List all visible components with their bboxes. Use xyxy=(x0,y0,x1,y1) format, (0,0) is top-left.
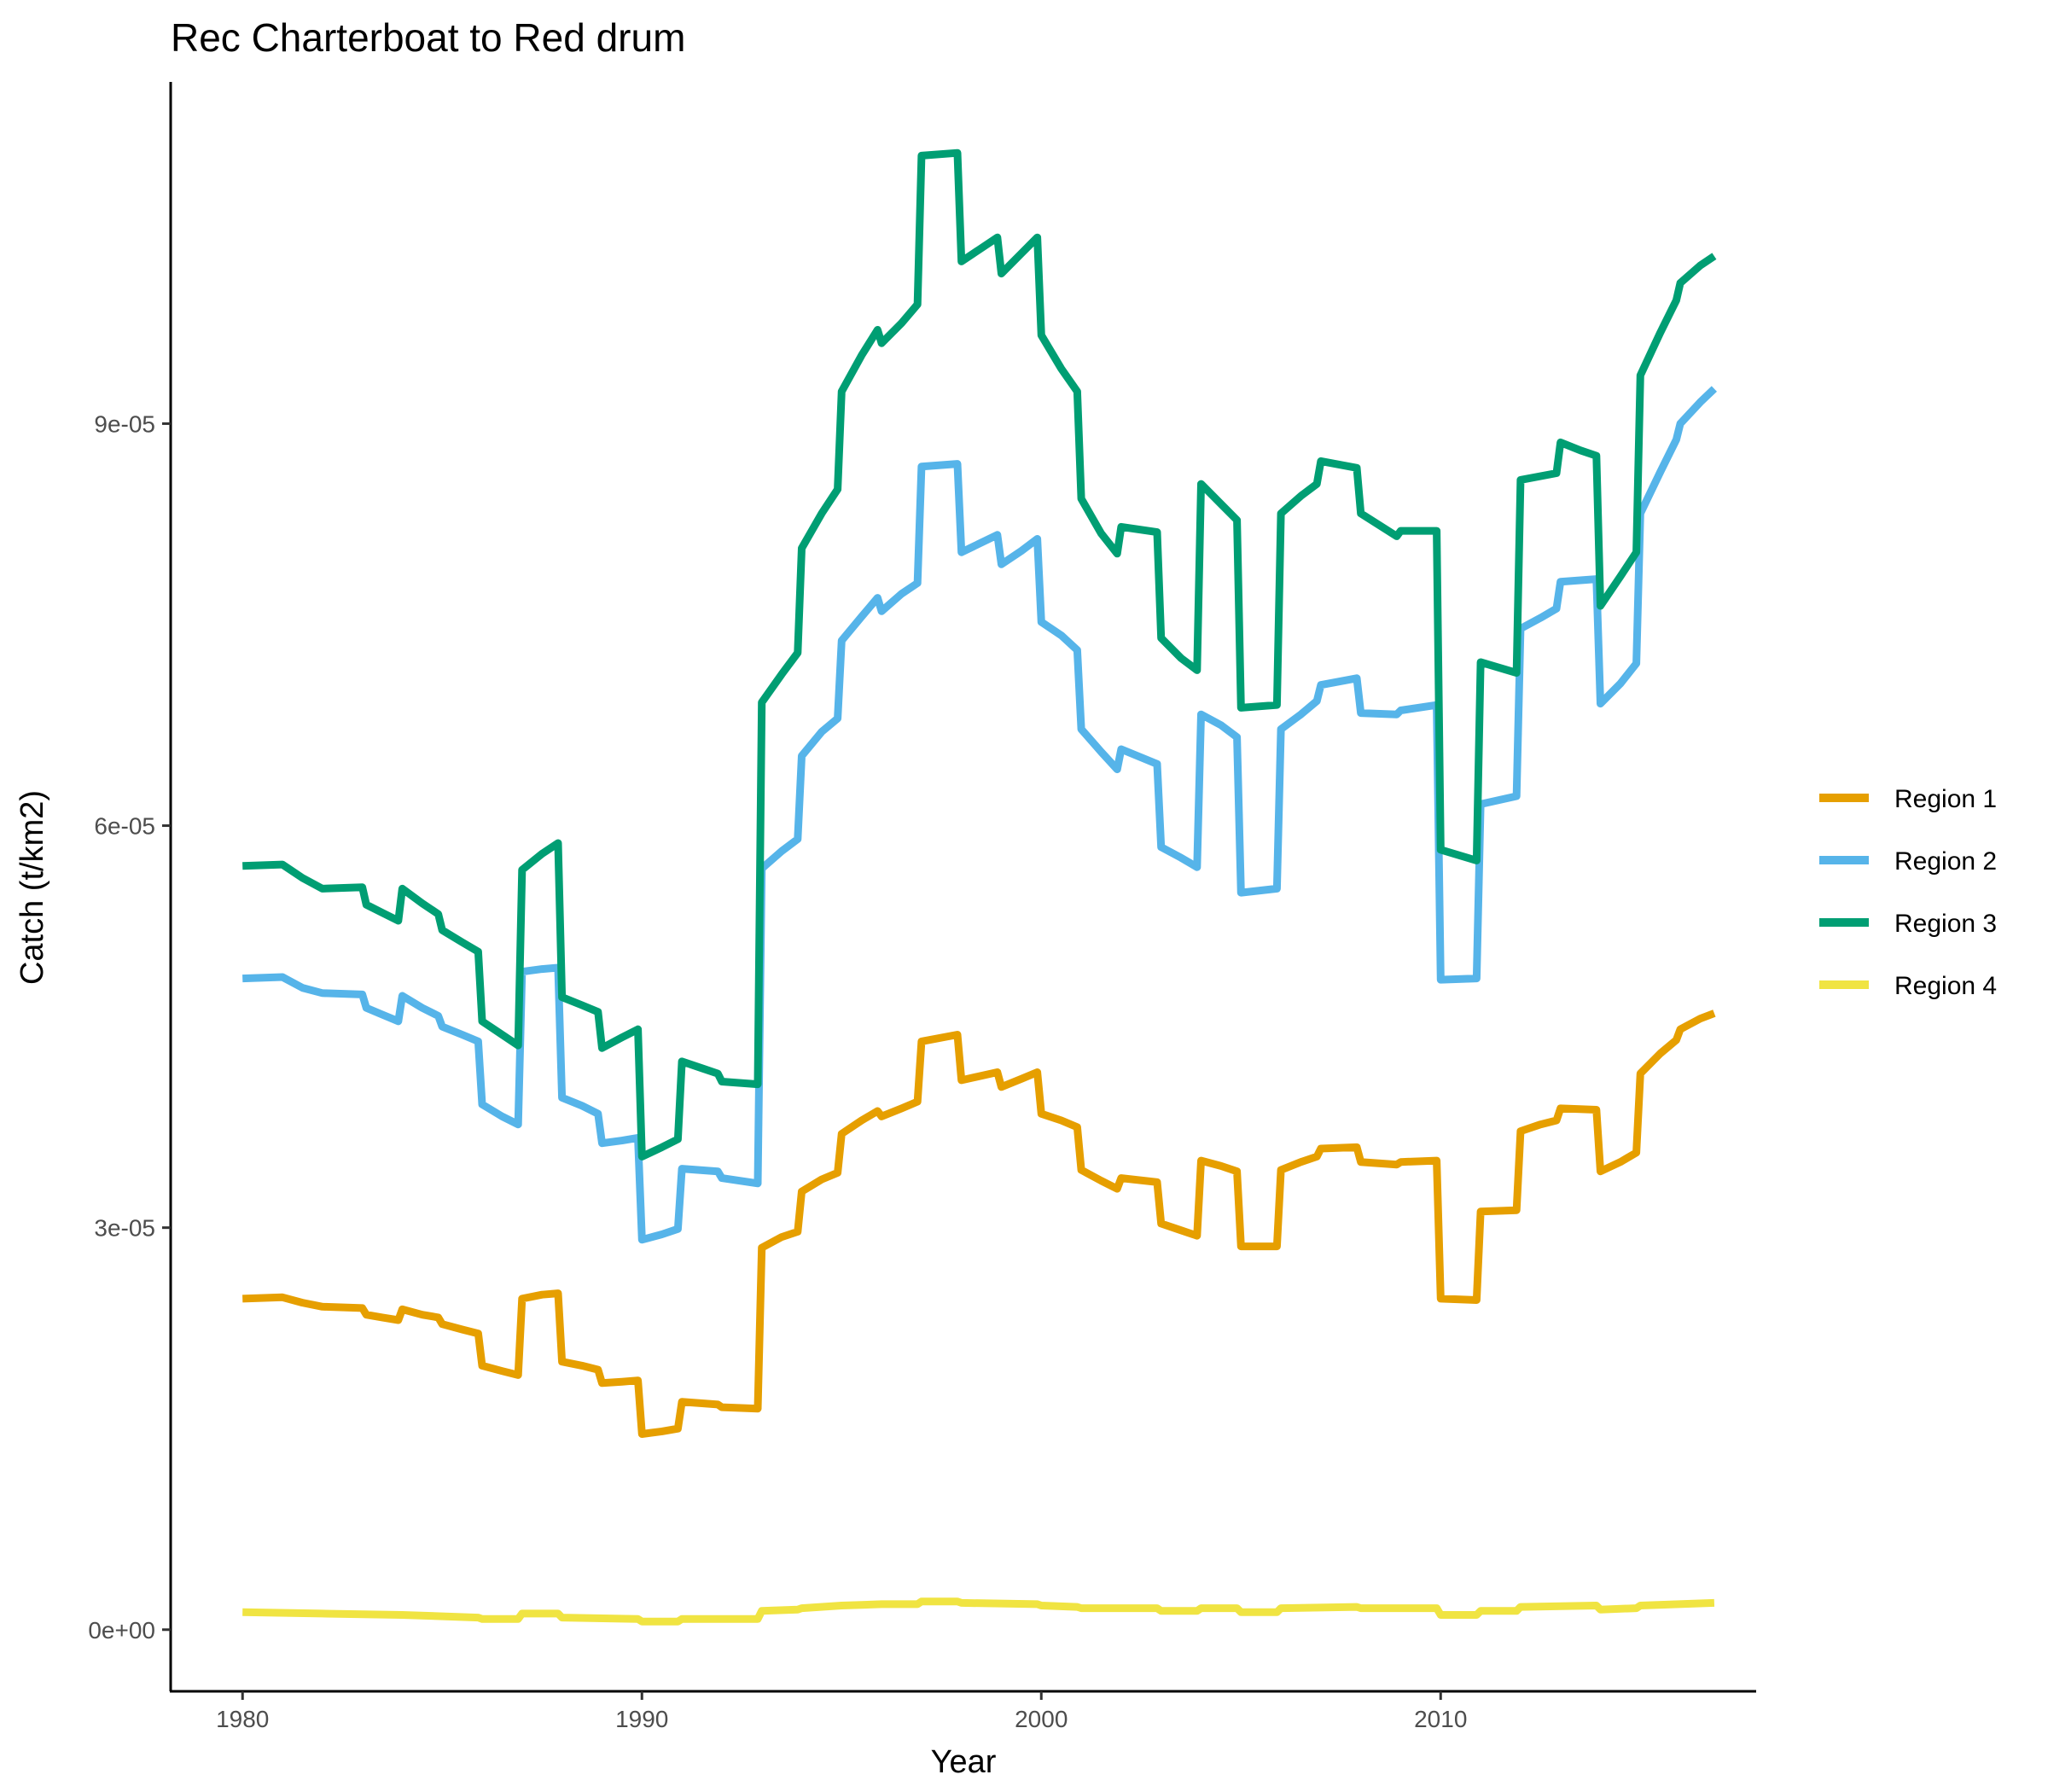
x-axis-ticks: 1980 1990 2000 2010 xyxy=(216,1691,1467,1732)
x-tick-label: 1980 xyxy=(216,1706,269,1732)
y-axis-ticks: 0e+00 3e-05 6e-05 9e-05 xyxy=(88,410,171,1644)
series-line-region-3 xyxy=(242,148,1717,1161)
x-tick-label: 2000 xyxy=(1015,1706,1068,1732)
x-tick-label: 1990 xyxy=(615,1706,668,1732)
y-tick-label: 0e+00 xyxy=(88,1617,155,1644)
legend: Region 1 Region 2 Region 3 Region 4 xyxy=(1819,785,1997,1000)
y-tick-label: 3e-05 xyxy=(94,1215,155,1242)
legend-item-region-1: Region 1 xyxy=(1819,785,1997,813)
series-line-region-2 xyxy=(242,386,1718,1244)
series-line-region-1 xyxy=(242,1009,1716,1438)
legend-item-region-2: Region 2 xyxy=(1819,847,1997,876)
y-axis-title: Catch (t/km2) xyxy=(15,790,50,985)
legend-label: Region 2 xyxy=(1894,847,1997,876)
series-line-region-4 xyxy=(242,1597,1715,1626)
y-tick-label: 9e-05 xyxy=(94,410,155,437)
legend-item-region-4: Region 4 xyxy=(1819,972,1997,1000)
y-tick-label: 6e-05 xyxy=(94,813,155,840)
x-axis-title: Year xyxy=(931,1744,997,1780)
legend-label: Region 3 xyxy=(1894,910,1997,938)
x-tick-label: 2010 xyxy=(1414,1706,1467,1732)
legend-label: Region 4 xyxy=(1894,972,1997,1000)
legend-label: Region 1 xyxy=(1894,785,1997,813)
plot-lines xyxy=(242,148,1718,1626)
chart-title: Rec Charterboat to Red drum xyxy=(171,15,685,60)
legend-item-region-3: Region 3 xyxy=(1819,910,1997,938)
